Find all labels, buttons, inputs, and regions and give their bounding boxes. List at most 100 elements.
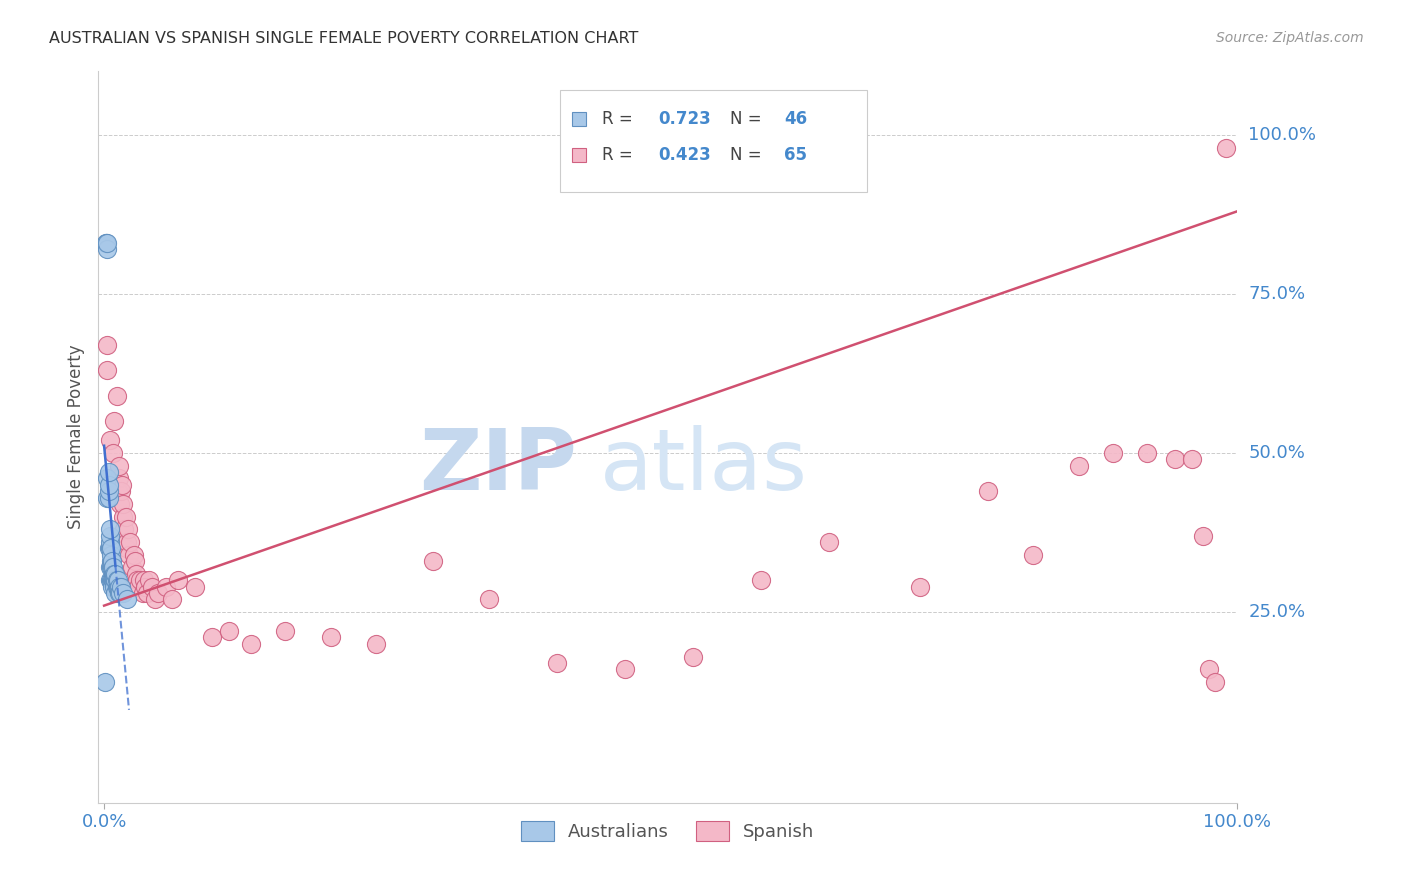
Point [96, 471, 118, 485]
Point [98, 573, 121, 587]
Text: 46: 46 [785, 110, 807, 128]
Point [138, 573, 160, 587]
Point [96, 236, 118, 251]
Point [98, 560, 121, 574]
Point [97, 484, 120, 499]
Text: R =: R = [602, 146, 638, 164]
Text: 25.0%: 25.0% [1249, 603, 1306, 621]
Point [1101, 446, 1123, 460]
Point [155, 580, 177, 594]
Point [100, 541, 122, 556]
Point [103, 573, 125, 587]
Point [124, 554, 146, 568]
Point [166, 573, 188, 587]
Point [108, 497, 131, 511]
FancyBboxPatch shape [560, 90, 868, 192]
Point [96, 491, 118, 505]
Point [1164, 452, 1187, 467]
Point [319, 631, 342, 645]
Point [274, 624, 297, 638]
Point [218, 624, 240, 638]
Point [110, 484, 132, 499]
Text: 0.423: 0.423 [659, 146, 711, 164]
Point [104, 586, 127, 600]
Text: ZIP: ZIP [419, 425, 576, 508]
Point [104, 573, 127, 587]
Point [546, 656, 568, 670]
Point [114, 509, 136, 524]
Text: 75.0%: 75.0% [1249, 285, 1306, 303]
Point [101, 573, 124, 587]
Point [103, 566, 125, 581]
Point [131, 586, 153, 600]
Text: AUSTRALIAN VS SPANISH SINGLE FEMALE POVERTY CORRELATION CHART: AUSTRALIAN VS SPANISH SINGLE FEMALE POVE… [49, 31, 638, 46]
Point [125, 573, 148, 587]
Point [101, 566, 124, 581]
Text: 0.723: 0.723 [659, 110, 711, 128]
Point [100, 573, 122, 587]
Point [112, 509, 135, 524]
Point [614, 662, 637, 676]
Point [97, 477, 120, 491]
Text: R =: R = [602, 110, 638, 128]
Point [103, 414, 125, 428]
Y-axis label: Single Female Poverty: Single Female Poverty [66, 345, 84, 529]
Point [108, 580, 131, 594]
Point [115, 535, 138, 549]
Point [96, 363, 118, 377]
Point [1136, 446, 1159, 460]
Point [97, 465, 120, 479]
Point [101, 560, 124, 574]
Point [101, 573, 124, 587]
Point [107, 484, 129, 499]
Point [104, 566, 127, 581]
Text: Source: ZipAtlas.com: Source: ZipAtlas.com [1216, 31, 1364, 45]
Point [101, 580, 124, 594]
Text: N =: N = [731, 146, 768, 164]
Point [478, 592, 501, 607]
Point [1198, 662, 1220, 676]
Point [101, 560, 124, 574]
Point [120, 535, 142, 549]
Point [105, 573, 128, 587]
Point [749, 573, 772, 587]
Point [97, 541, 120, 556]
Point [977, 484, 1000, 499]
Point [1192, 529, 1215, 543]
Point [101, 554, 124, 568]
Point [108, 458, 131, 473]
Point [125, 566, 148, 581]
Point [122, 548, 145, 562]
Point [114, 541, 136, 556]
Point [98, 535, 121, 549]
Point [1204, 675, 1226, 690]
Point [98, 522, 121, 536]
Point [108, 471, 131, 485]
Point [103, 580, 125, 594]
Point [100, 548, 122, 562]
Point [96, 236, 118, 251]
Legend: Australians, Spanish: Australians, Spanish [515, 814, 821, 848]
Point [96, 243, 118, 257]
Point [97, 491, 120, 505]
Point [108, 586, 131, 600]
Text: 100.0%: 100.0% [1249, 126, 1316, 144]
Point [121, 560, 143, 574]
Point [110, 580, 132, 594]
Point [143, 592, 166, 607]
Point [682, 649, 704, 664]
Point [117, 522, 139, 536]
Text: 50.0%: 50.0% [1249, 444, 1305, 462]
Point [98, 541, 121, 556]
Point [105, 389, 128, 403]
Text: atlas: atlas [599, 425, 807, 508]
Point [111, 477, 134, 491]
Point [160, 592, 183, 607]
Point [1181, 452, 1204, 467]
Point [107, 580, 129, 594]
Point [107, 573, 129, 587]
Point [100, 560, 122, 574]
Point [184, 580, 207, 594]
Point [1022, 548, 1045, 562]
Point [96, 338, 118, 352]
